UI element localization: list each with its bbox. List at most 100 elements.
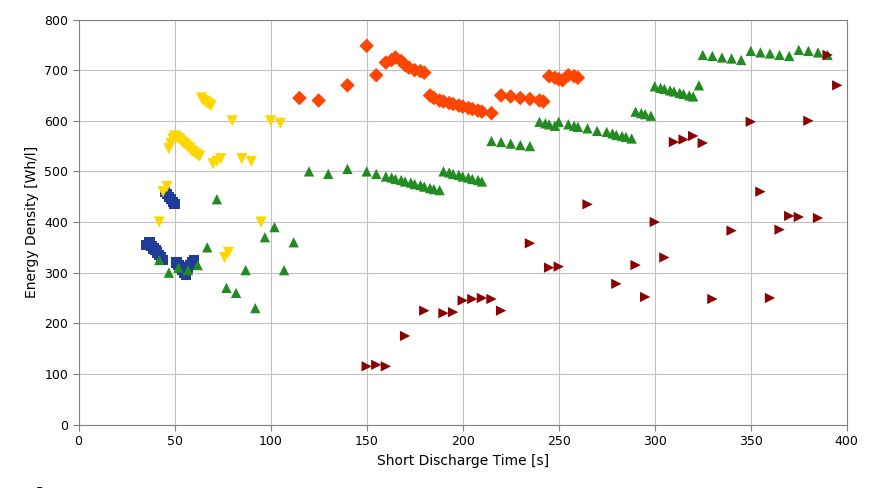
Mediocre [277,266,291,274]
Power [145,243,159,250]
Energy [452,102,466,109]
Mediocre [404,179,418,186]
Power [171,261,185,269]
Mediocre [673,89,687,97]
Mediocre [567,122,581,130]
Energy [398,61,412,69]
Both [187,148,201,156]
Energy [427,94,441,102]
Energy [423,92,437,100]
Power [155,254,168,262]
Energy [533,97,546,104]
Mediocre [152,256,166,264]
Y-axis label: Energy Density [Wh/l]: Energy Density [Wh/l] [24,146,38,298]
Inadequate [705,295,719,303]
Both [214,155,228,163]
Energy [571,74,585,81]
Energy [536,98,550,105]
Both [264,117,278,125]
Mediocre [571,123,585,131]
Mediocre [494,138,508,146]
Mediocre [471,176,485,184]
Inadequate [830,81,844,89]
Energy [465,105,479,113]
Mediocre [753,48,767,56]
Mediocre [162,269,175,277]
Mediocre [539,120,553,127]
Mediocre [696,51,710,59]
Mediocre [462,174,476,182]
Inadequate [629,261,643,269]
Power [175,266,189,274]
Energy [456,102,470,110]
Mediocre [644,112,658,120]
Both [206,160,220,168]
Inadequate [456,297,470,305]
Power [139,241,153,249]
Power [181,264,195,271]
Mediocre [238,266,252,274]
Inadequate [648,218,662,226]
Both [273,120,287,127]
Energy [567,72,581,80]
Energy [417,69,431,77]
Inadequate [581,201,595,208]
Mediocre [302,167,316,175]
Inadequate [782,212,796,220]
Mediocre [456,173,470,181]
Mediocre [321,170,335,178]
Both [198,98,212,105]
Power [158,188,172,196]
Both [189,150,203,158]
Energy [385,56,399,64]
Mediocre [427,185,441,193]
Mediocre [533,118,546,126]
Mediocre [446,170,460,178]
Both [168,132,182,140]
Mediocre [452,171,466,179]
Inadequate [667,138,681,146]
Energy [312,97,326,104]
Mediocre [657,85,671,93]
Energy [443,99,457,107]
Mediocre [433,186,447,194]
Mediocre [210,195,223,203]
Inadequate [753,188,767,196]
Both [217,254,231,262]
Both [185,147,199,155]
Mediocre [763,50,777,58]
Mediocre [782,52,796,60]
Mediocre [200,244,214,251]
Mediocre [219,284,233,292]
Mediocre [190,261,204,269]
Inadequate [744,118,758,126]
Mediocre [734,56,748,64]
Power [185,259,199,266]
Power [150,248,164,256]
Mediocre [600,128,614,136]
Mediocre [606,129,620,137]
Both [200,99,214,107]
Inadequate [494,307,508,315]
Inadequate [465,295,479,303]
Inadequate [475,294,489,302]
Energy [555,76,569,84]
Mediocre [388,175,402,183]
Energy [292,94,306,102]
Both [174,136,188,144]
Mediocre [705,52,719,60]
Mediocre [542,121,556,128]
Mediocre [715,54,729,61]
Both [204,102,218,109]
Mediocre [581,124,595,132]
Energy [360,42,374,50]
Both [183,145,197,153]
Mediocre [423,184,437,192]
Inadequate [523,240,537,247]
Inadequate [369,361,383,369]
Mediocre [369,170,383,178]
Mediocre [171,264,185,271]
Power [162,193,175,201]
Both [166,135,180,142]
Power [152,251,166,259]
